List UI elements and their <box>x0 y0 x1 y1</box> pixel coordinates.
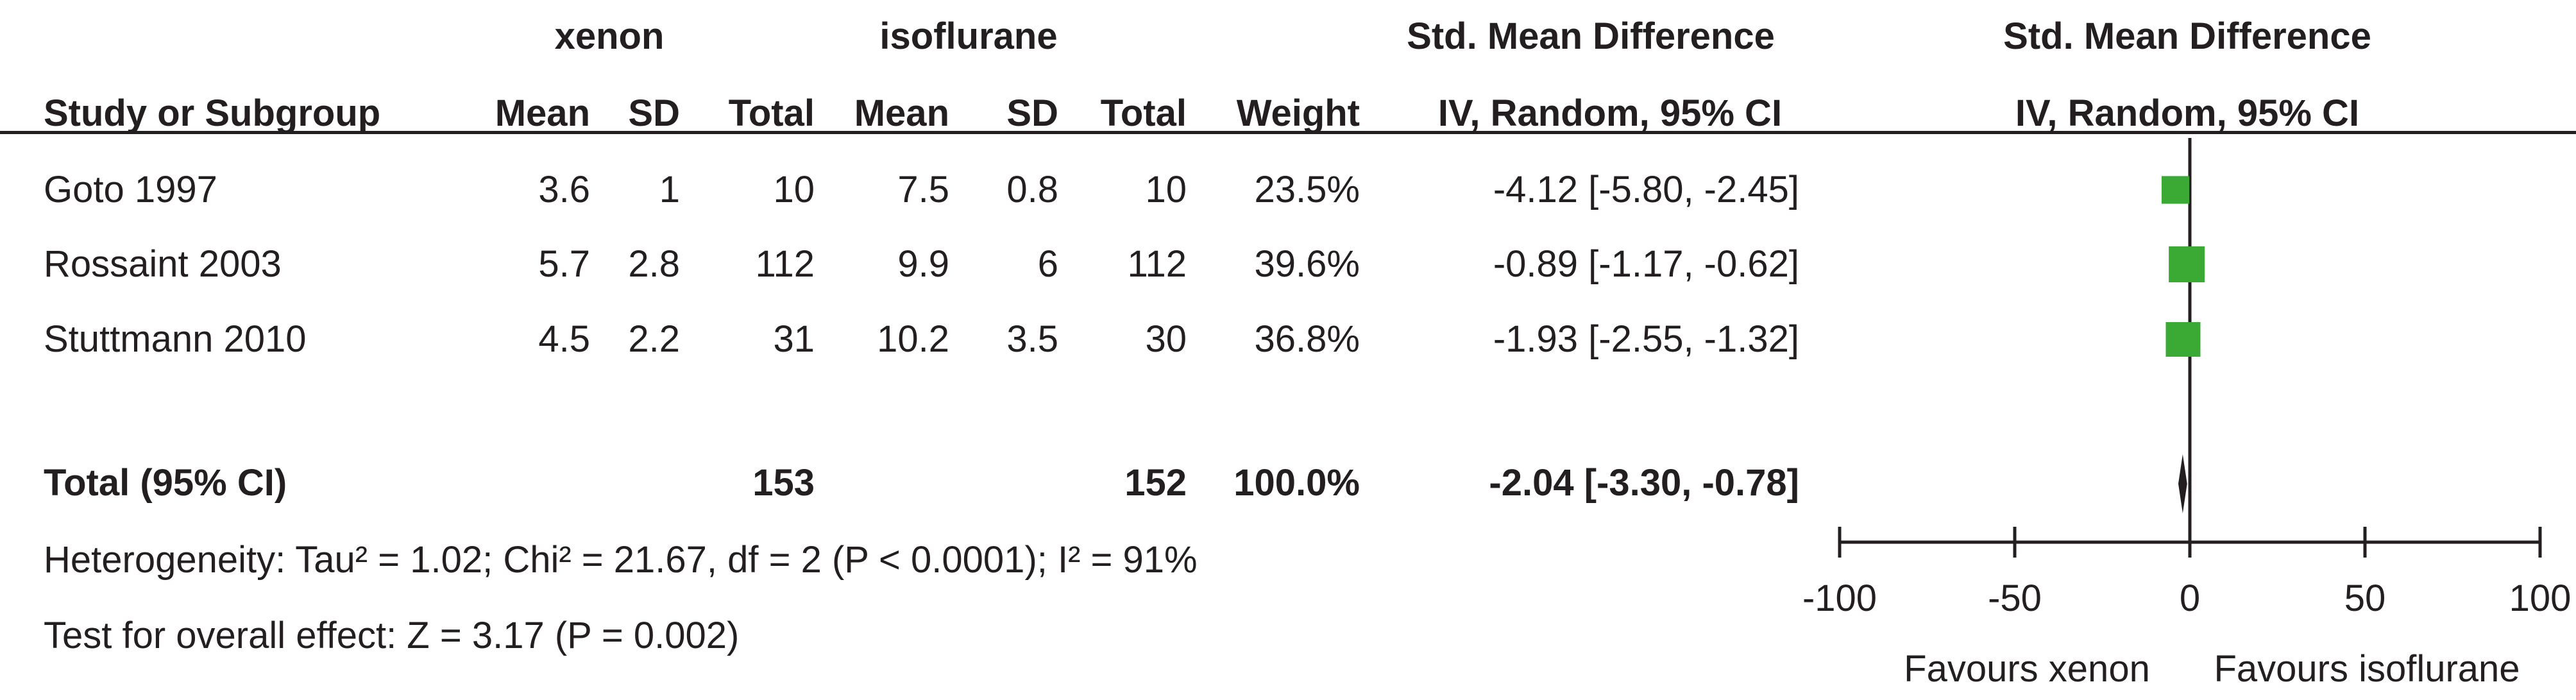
x-tick-label: -100 <box>1802 577 1877 619</box>
total1-value: 112 <box>755 243 815 285</box>
ci-value: -1.93 [-2.55, -1.32] <box>1493 318 1799 360</box>
ci-column-header-left: IV, Random, 95% CI <box>1437 92 1783 134</box>
sd1-value: 2.8 <box>628 243 680 285</box>
sd2-column-header: SD <box>1006 92 1058 134</box>
x-tick-label: -50 <box>1988 577 2042 619</box>
weight-value: 36.8% <box>1254 318 1360 360</box>
ci-value: -4.12 [-5.80, -2.45] <box>1493 169 1799 210</box>
total1-sum: 153 <box>752 462 815 504</box>
total2-value: 112 <box>1127 243 1187 285</box>
study-name: Stuttmann 2010 <box>44 318 307 360</box>
mean1-value: 4.5 <box>538 318 590 360</box>
ci-column-header-right: IV, Random, 95% CI <box>2015 92 2360 134</box>
total2-value: 30 <box>1145 318 1187 360</box>
sd2-value: 6 <box>1037 243 1058 285</box>
group1-header: xenon <box>554 15 665 57</box>
group2-header: isoflurane <box>879 15 1058 57</box>
study-column-header: Study or Subgroup <box>44 92 381 134</box>
sd1-value: 2.2 <box>628 318 680 360</box>
mean1-value: 5.7 <box>538 243 590 285</box>
total2-value: 10 <box>1145 169 1187 210</box>
pooled-estimate-diamond <box>2178 454 2187 513</box>
total-label: Total (95% CI) <box>44 462 287 504</box>
total1-value: 10 <box>773 169 815 210</box>
overall-effect-text: Test for overall effect: Z = 3.17 (P = 0… <box>44 615 740 656</box>
sd1-value: 1 <box>659 169 680 210</box>
mean2-value: 7.5 <box>897 169 949 210</box>
weight-column-header: Weight <box>1236 92 1360 134</box>
header-rule <box>0 131 2576 134</box>
mean1-column-header: Mean <box>495 92 590 134</box>
ci-value: -0.89 [-1.17, -0.62] <box>1493 243 1799 285</box>
study-name: Goto 1997 <box>44 169 217 210</box>
sd1-column-header: SD <box>628 92 680 134</box>
total1-column-header: Total <box>728 92 815 134</box>
mean2-value: 10.2 <box>877 318 949 360</box>
effect-header-right: Std. Mean Difference <box>2003 15 2371 57</box>
favours-left-label: Favours xenon <box>1904 648 2150 690</box>
total2-sum: 152 <box>1124 462 1187 504</box>
sd2-value: 0.8 <box>1006 169 1058 210</box>
x-tick-label: 50 <box>2344 577 2386 619</box>
mean1-value: 3.6 <box>538 169 590 210</box>
favours-right-label: Favours isoflurane <box>2214 648 2520 690</box>
total1-value: 31 <box>773 318 815 360</box>
total2-column-header: Total <box>1100 92 1187 134</box>
study-point-estimate <box>2165 322 2201 357</box>
study-name: Rossaint 2003 <box>44 243 282 285</box>
weight-value: 39.6% <box>1254 243 1360 285</box>
study-point-estimate <box>2161 176 2190 204</box>
effect-header-left: Std. Mean Difference <box>1407 15 1775 57</box>
sd2-value: 3.5 <box>1006 318 1058 360</box>
mean2-value: 9.9 <box>897 243 949 285</box>
x-tick-label: 0 <box>2179 577 2201 619</box>
heterogeneity-text: Heterogeneity: Tau² = 1.02; Chi² = 21.67… <box>44 539 1198 581</box>
study-point-estimate <box>2169 246 2205 282</box>
total-weight: 100.0% <box>1233 462 1360 504</box>
mean2-column-header: Mean <box>854 92 949 134</box>
total-ci: -2.04 [-3.30, -0.78] <box>1489 462 1799 504</box>
weight-value: 23.5% <box>1254 169 1360 210</box>
x-tick-label: 100 <box>2509 577 2572 619</box>
